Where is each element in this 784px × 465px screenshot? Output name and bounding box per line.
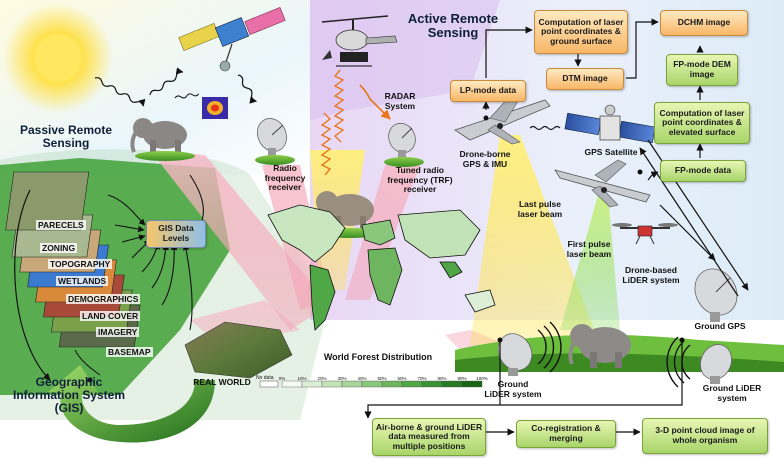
gis-layer-label: DEMOGRAPHICS bbox=[66, 294, 141, 304]
legend-swatch bbox=[421, 380, 443, 388]
ground-lider-left-label: Ground LiDER system bbox=[484, 379, 542, 399]
ground-lider-left-icon bbox=[497, 321, 562, 376]
gis-layer-label: LAND COVER bbox=[80, 311, 141, 321]
gis-basemap-link bbox=[74, 349, 101, 376]
legend-tick-label: 40% bbox=[357, 376, 367, 381]
coregistration-box: Co-registration & merging bbox=[516, 420, 616, 448]
last-pulse-beam bbox=[470, 135, 600, 345]
green-loop-arrow bbox=[48, 365, 215, 443]
world-forest-label: World Forest Distribution bbox=[323, 352, 433, 362]
legend-swatches bbox=[281, 380, 483, 388]
ground-gps-dish-icon bbox=[694, 268, 738, 322]
last-pulse-label: Last pulse laser beam bbox=[517, 199, 563, 219]
legend-no-data-swatch bbox=[259, 380, 279, 388]
legend-tick-label: 100% bbox=[476, 376, 488, 381]
gis-layer-label: BASEMAP bbox=[106, 347, 153, 357]
reflected-wave bbox=[149, 67, 184, 96]
legend-tick-label: 50% bbox=[377, 376, 387, 381]
gis-left-curve-arrow bbox=[14, 189, 51, 381]
world-forest-map bbox=[267, 204, 496, 331]
helicopter-icon bbox=[321, 15, 398, 67]
first-pulse-label: First pulse laser beam bbox=[566, 239, 612, 259]
radar-signal-up bbox=[320, 112, 332, 176]
legend-tick-label: 80% bbox=[437, 376, 447, 381]
gps-satellite-label: GPS Satellite bbox=[584, 147, 638, 157]
radar-signal-down bbox=[333, 69, 345, 143]
elephant-passive bbox=[130, 118, 195, 161]
legend-swatch bbox=[381, 380, 403, 388]
lp-mode-data-box: LP-mode data bbox=[450, 80, 526, 102]
downlink-wave bbox=[237, 74, 258, 104]
drone-lider-label: Drone-based LiDER system bbox=[622, 265, 680, 285]
gis-layer-label: IMAGERY bbox=[96, 327, 140, 337]
sun-core bbox=[34, 34, 82, 82]
drone-to-ground-gps-arrow bbox=[659, 204, 716, 261]
legend-tick-label: 60% bbox=[397, 376, 407, 381]
trf-dish-icon bbox=[384, 122, 424, 167]
drone-borne-gps-label: Drone-borne GPS & IMU bbox=[459, 149, 511, 169]
dtm-image-box: DTM image bbox=[546, 68, 624, 90]
legend-swatch bbox=[441, 380, 463, 388]
legend-swatch bbox=[341, 380, 363, 388]
passive-remote-sensing-title: Passive Remote Sensing bbox=[19, 123, 113, 151]
ground-lider-right-label: Ground LiDER system bbox=[702, 383, 762, 403]
drone-aircraft-lower bbox=[554, 159, 651, 208]
drone-gps-link bbox=[529, 125, 561, 131]
gis-title: Geographic Information System (GIS) bbox=[12, 375, 126, 416]
gis-data-levels-box: GIS Data Levels bbox=[146, 220, 206, 248]
quadcopter-icon bbox=[612, 223, 678, 245]
legend-tick-label: 0% bbox=[278, 376, 286, 381]
drone-aircraft-upper bbox=[454, 95, 551, 145]
pink-beam-elephant bbox=[150, 150, 330, 330]
legend-swatch bbox=[301, 380, 323, 388]
radio-frequency-receiver-label: Radio frequency receiver bbox=[264, 163, 306, 193]
legend-swatch bbox=[321, 380, 343, 388]
real-world-terrain bbox=[184, 321, 293, 379]
gis-layer-label: TOPOGRAPHY bbox=[48, 259, 113, 269]
legend-swatch bbox=[461, 380, 483, 388]
legend-no-data-label: No data bbox=[256, 375, 274, 381]
sunlight-wave-1 bbox=[94, 77, 146, 107]
trf-receiver-label: Tuned radio frequency (TRF) receiver bbox=[387, 165, 453, 195]
point-cloud-box: 3-D point cloud image of whole organism bbox=[642, 418, 768, 454]
airborne-ground-lider-box: Air-borne & ground LiDER data measured f… bbox=[372, 418, 486, 456]
fp-mode-dem-box: FP-mode DEM image bbox=[666, 54, 738, 86]
active-remote-sensing-title: Active Remote Sensing bbox=[407, 11, 499, 41]
ground-lider-right-icon bbox=[666, 336, 732, 388]
first-pulse-beam bbox=[560, 195, 620, 330]
legend-tick-label: 10% bbox=[297, 376, 307, 381]
legend-swatch bbox=[361, 380, 383, 388]
radio-dish-icon bbox=[255, 118, 295, 165]
fp-mode-data-box: FP-mode data bbox=[660, 160, 746, 182]
thermal-wave bbox=[174, 93, 200, 99]
legend-tick-label: 90% bbox=[457, 376, 467, 381]
gis-layer-label: PARECELS bbox=[36, 220, 86, 230]
legend-tick-label: 30% bbox=[337, 376, 347, 381]
satellite-icon bbox=[178, 7, 286, 72]
flow-arrows bbox=[364, 18, 704, 436]
gps-satellite-icon bbox=[564, 104, 656, 144]
legend-tick-label: 70% bbox=[417, 376, 427, 381]
radar-to-trf-signal bbox=[359, 84, 391, 120]
legend-swatch bbox=[281, 380, 303, 388]
real-world-label: REAL WORLD bbox=[193, 377, 251, 387]
gis-layer-label: WETLANDS bbox=[56, 276, 109, 286]
ground-gps-label: Ground GPS bbox=[694, 321, 746, 331]
computation-ground-box: Computation of laser point coordinates &… bbox=[534, 10, 628, 54]
elephant-ground bbox=[568, 324, 631, 368]
legend-tick-label: 20% bbox=[317, 376, 327, 381]
dchm-image-box: DCHM image bbox=[660, 10, 748, 36]
legend-swatch bbox=[401, 380, 423, 388]
radar-system-label: RADAR System bbox=[384, 91, 416, 111]
gis-layer-label: ZONING bbox=[40, 243, 78, 253]
computation-elevated-box: Computation of laser point coordinates &… bbox=[654, 102, 750, 144]
